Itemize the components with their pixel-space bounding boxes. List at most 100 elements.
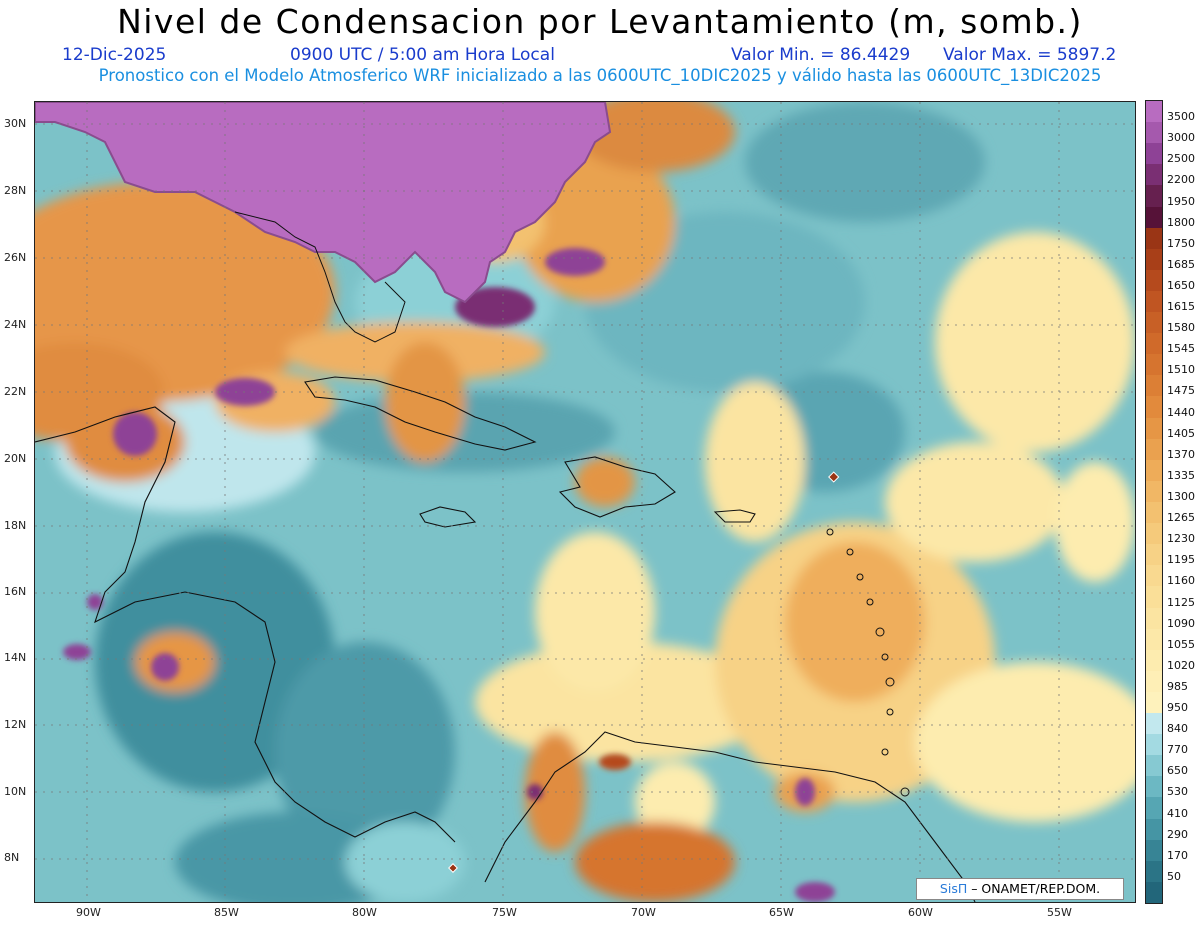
lat-label: 10N [4, 785, 27, 798]
legend-swatch [1146, 269, 1162, 292]
min-value-label: Valor Min. = 86.4429 [731, 45, 911, 65]
legend-swatch [1146, 122, 1162, 144]
legend-swatch [1146, 101, 1162, 123]
legend-level-label: 2500 [1167, 152, 1195, 166]
legend-swatch [1146, 818, 1162, 841]
legend-level-label: 840 [1167, 722, 1188, 736]
forecast-note: Pronostico con el Modelo Atmosferico WRF… [98, 66, 1102, 85]
legend-swatch [1146, 164, 1162, 186]
legend-level-label: 1685 [1167, 257, 1195, 271]
legend-swatch [1146, 354, 1162, 376]
legend-level-label: 1300 [1167, 490, 1195, 503]
legend-level-label: 50 [1167, 869, 1181, 883]
lon-label: 80W [352, 906, 377, 919]
legend-swatch [1146, 375, 1162, 397]
lat-label: 22N [4, 385, 27, 398]
max-value-label: Valor Max. = 5897.2 [943, 45, 1117, 65]
legend-swatch [1146, 438, 1162, 461]
legend-level-label: 1750 [1167, 236, 1195, 250]
legend-swatch [1146, 523, 1162, 545]
lon-label: 60W [908, 906, 933, 919]
legend-level-label: 410 [1167, 806, 1188, 820]
legend-level-label: 1510 [1167, 363, 1195, 377]
legend-level-label: 650 [1167, 764, 1188, 778]
legend-level-label: 1580 [1167, 321, 1195, 335]
legend-swatch [1146, 396, 1162, 419]
legend-swatch [1146, 670, 1162, 693]
legend-level-label: 1800 [1167, 215, 1195, 229]
lon-label: 55W [1047, 906, 1072, 919]
legend-level-label: 1950 [1167, 194, 1195, 208]
legend-swatch [1146, 480, 1162, 503]
legend-swatch [1146, 755, 1162, 777]
legend-swatch [1146, 713, 1162, 735]
lat-label: 16N [4, 585, 27, 598]
map-title: Nivel de Condensacion por Levantamiento … [117, 2, 1083, 41]
time-label: 0900 UTC / 5:00 am Hora Local [290, 45, 555, 65]
credit-box: SisΠ – ONAMET/REP.DOM. [916, 878, 1124, 900]
legend-swatch [1146, 459, 1162, 482]
lat-label: 24N [4, 318, 27, 331]
legend-swatch [1146, 607, 1162, 630]
legend-swatch [1146, 417, 1162, 440]
legend-swatch [1146, 628, 1162, 651]
legend-swatch [1146, 248, 1162, 271]
lat-label: 30N [4, 117, 27, 130]
legend-level-label: 170 [1167, 848, 1188, 862]
legend-level-label: 1615 [1167, 300, 1195, 314]
lon-label: 85W [214, 906, 239, 919]
lat-label: 12N [4, 718, 27, 731]
legend-swatch [1146, 227, 1162, 250]
lat-label: 8N [4, 851, 20, 864]
legend-swatch [1146, 333, 1162, 355]
legend-swatch [1146, 185, 1162, 207]
legend-swatch [1146, 206, 1162, 229]
legend-level-label: 1440 [1167, 405, 1195, 419]
legend-level-label: 1230 [1167, 532, 1195, 546]
legend-level-label: 3500 [1167, 110, 1195, 124]
legend-level-label: 1125 [1167, 595, 1195, 609]
legend-level-label: 1370 [1167, 447, 1195, 461]
legend-level-label: 530 [1167, 785, 1188, 799]
legend-swatch [1146, 776, 1162, 798]
lat-label: 18N [4, 519, 27, 532]
legend-level-label: 1090 [1167, 616, 1195, 630]
legend-swatch [1146, 734, 1162, 756]
legend-level-label: 1020 [1167, 658, 1195, 672]
legend-swatch [1146, 312, 1162, 334]
legend-level-label: 985 [1167, 679, 1188, 693]
legend-level-label: 770 [1167, 743, 1188, 757]
lat-label: 14N [4, 651, 27, 664]
legend-swatch [1146, 143, 1162, 165]
legend-swatch [1146, 797, 1162, 820]
date-label: 12-Dic-2025 [62, 45, 167, 65]
legend-swatch [1146, 881, 1162, 904]
legend-level-label: 1405 [1167, 426, 1195, 440]
legend-swatch [1146, 502, 1162, 524]
legend-level-label: 1545 [1167, 342, 1195, 356]
lon-label: 75W [492, 906, 517, 919]
legend-level-label: 1475 [1167, 384, 1195, 398]
legend-level-label: 1265 [1167, 511, 1195, 525]
legend-swatch [1146, 691, 1162, 714]
lcl-map [34, 101, 1136, 903]
legend-swatch [1146, 544, 1162, 566]
lat-label: 26N [4, 251, 27, 264]
lon-label: 90W [76, 906, 101, 919]
legend-level-label: 1160 [1167, 574, 1195, 588]
legend-level-label: 1055 [1167, 637, 1195, 651]
lon-label: 70W [631, 906, 656, 919]
lon-label: 65W [769, 906, 794, 919]
color-legend-bar [1145, 100, 1163, 904]
legend-level-label: 1335 [1167, 468, 1195, 482]
legend-level-label: 3000 [1167, 131, 1195, 145]
legend-swatch [1146, 290, 1162, 313]
legend-swatch [1146, 649, 1162, 672]
legend-swatch [1146, 860, 1162, 883]
credit-text: – ONAMET/REP.DOM. [967, 881, 1101, 896]
legend-swatch [1146, 565, 1162, 587]
legend-swatch [1146, 839, 1162, 862]
legend-level-label: 1195 [1167, 553, 1195, 567]
sispi-logo: SisΠ [939, 881, 968, 896]
legend-level-label: 2200 [1167, 173, 1195, 187]
